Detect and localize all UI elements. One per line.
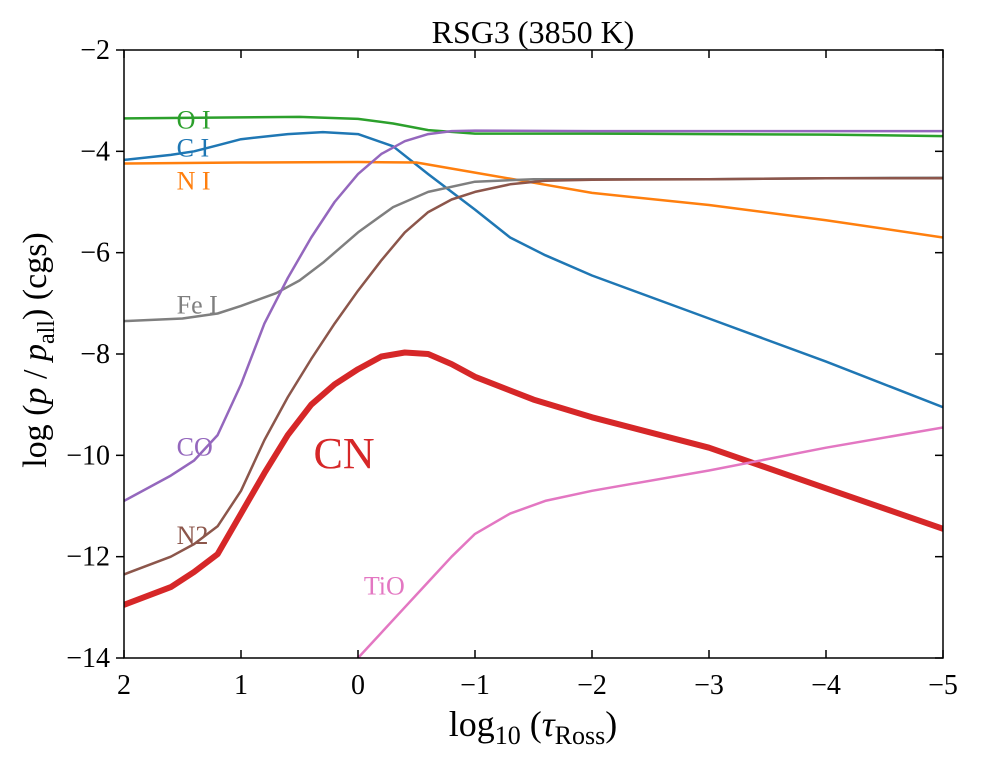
y-axis-label: log (p / pall) (cgs) <box>17 232 60 468</box>
x-tick-label: −4 <box>811 670 841 701</box>
y-tick-label: −8 <box>80 339 110 370</box>
x-tick-label: −2 <box>577 670 607 701</box>
series-label-co: CO <box>177 432 213 461</box>
y-axis-ticks: −2 −4 −6 −8 −10 −12 −14 <box>66 35 943 674</box>
y-tick-label: −12 <box>66 542 110 573</box>
y-tick-label: −10 <box>66 440 110 471</box>
series-label-n2: N2 <box>177 521 209 550</box>
series-label-fe-i: Fe I <box>177 290 218 319</box>
x-axis-ticks: 2 1 0 −1 −2 −3 −4 −5 <box>117 50 958 701</box>
series-label-n-i: N I <box>177 166 211 195</box>
x-axis-label: log10 (τRoss) <box>449 704 617 750</box>
y-tick-label: −4 <box>80 136 110 167</box>
x-tick-label: −1 <box>460 670 490 701</box>
x-tick-label: −5 <box>928 670 958 701</box>
y-tick-label: −6 <box>80 238 110 269</box>
x-tick-label: −3 <box>694 670 724 701</box>
x-tick-label: 2 <box>117 670 131 701</box>
series-label-cn: CN <box>314 429 375 478</box>
series-label-o-i: O I <box>177 106 211 135</box>
series-line-co <box>124 129 943 503</box>
series-line-tio <box>356 426 943 658</box>
series-line-cn <box>124 349 943 608</box>
series-line-n2 <box>124 176 943 576</box>
series-label-c-i: C I <box>177 133 210 162</box>
x-tick-label: 0 <box>351 670 365 701</box>
y-tick-label: −2 <box>80 35 110 66</box>
series-line-n-i <box>124 160 943 239</box>
x-tick-label: 1 <box>234 670 248 701</box>
y-tick-label: −14 <box>66 643 110 674</box>
plot-frame <box>123 49 944 659</box>
chart-title: RSG3 (3850 K) <box>432 14 635 50</box>
series-label-tio: TiO <box>364 572 405 601</box>
plot-area <box>124 115 943 658</box>
series-line-o-i <box>124 115 943 138</box>
